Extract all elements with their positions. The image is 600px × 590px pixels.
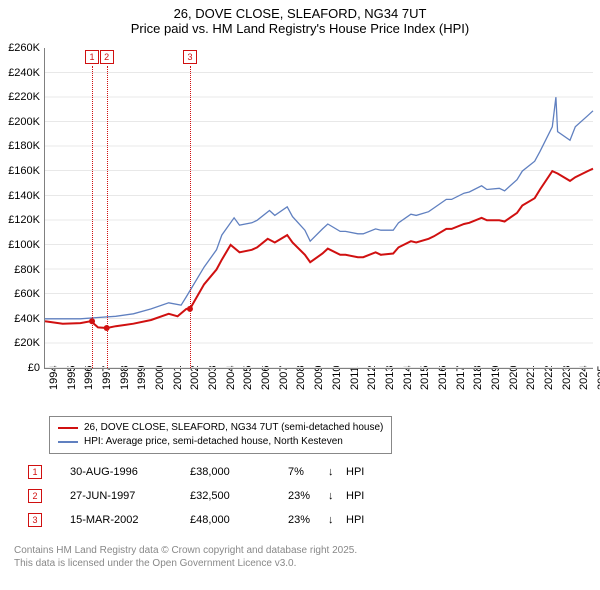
chart-plot-area: 12 3 [44, 48, 593, 369]
legend-row: HPI: Average price, semi-detached house,… [58, 435, 383, 449]
y-axis-tick-label: £120K [2, 214, 40, 226]
sale-marker-box: 3 [28, 513, 42, 527]
sale-hpi-label: HPI [346, 514, 364, 526]
legend-row: 26, DOVE CLOSE, SLEAFORD, NG34 7UT (semi… [58, 421, 383, 435]
y-axis-tick-label: £200K [2, 116, 40, 128]
sale-price: £38,000 [190, 466, 288, 478]
y-axis-tick-label: £180K [2, 140, 40, 152]
chart-line-series [45, 169, 593, 328]
sale-date: 27-JUN-1997 [70, 490, 190, 502]
marker-dotted-line [107, 66, 108, 368]
x-axis-tick-label: 2025 [596, 360, 600, 390]
legend-label: 26, DOVE CLOSE, SLEAFORD, NG34 7UT (semi… [84, 421, 383, 435]
legend-label: HPI: Average price, semi-detached house,… [84, 435, 343, 449]
title-block: 26, DOVE CLOSE, SLEAFORD, NG34 7UT Price… [0, 0, 600, 36]
legend-swatch [58, 427, 78, 429]
down-arrow-icon: ↓ [328, 466, 346, 478]
title-address: 26, DOVE CLOSE, SLEAFORD, NG34 7UT [0, 6, 600, 21]
table-row: 3 15-MAR-2002 £48,000 23% ↓ HPI [28, 508, 364, 532]
sale-price: £32,500 [190, 490, 288, 502]
sale-pct: 7% [288, 466, 328, 478]
sale-marker-box: 1 [28, 465, 42, 479]
y-axis-tick-label: £140K [2, 190, 40, 202]
footer-line1: Contains HM Land Registry data © Crown c… [14, 544, 357, 557]
table-row: 2 27-JUN-1997 £32,500 23% ↓ HPI [28, 484, 364, 508]
chart-line-series [45, 97, 593, 319]
y-axis-tick-label: £160K [2, 165, 40, 177]
title-subtitle: Price paid vs. HM Land Registry's House … [0, 21, 600, 36]
y-axis-tick-label: £240K [2, 67, 40, 79]
legend-swatch [58, 441, 78, 443]
y-axis-tick-label: £100K [2, 239, 40, 251]
marker-dotted-line [92, 66, 93, 368]
sale-pct: 23% [288, 514, 328, 526]
marker-number-box: 2 [100, 50, 114, 64]
chart-svg [45, 48, 593, 368]
marker-number-box: 1 [85, 50, 99, 64]
chart-container: 26, DOVE CLOSE, SLEAFORD, NG34 7UT Price… [0, 0, 600, 590]
sale-price: £48,000 [190, 514, 288, 526]
table-row: 1 30-AUG-1996 £38,000 7% ↓ HPI [28, 460, 364, 484]
footer-line2: This data is licensed under the Open Gov… [14, 557, 357, 570]
marker-number-box: 3 [183, 50, 197, 64]
legend-box: 26, DOVE CLOSE, SLEAFORD, NG34 7UT (semi… [49, 416, 392, 454]
sale-date: 30-AUG-1996 [70, 466, 190, 478]
sale-marker-box: 2 [28, 489, 42, 503]
sale-date: 15-MAR-2002 [70, 514, 190, 526]
down-arrow-icon: ↓ [328, 490, 346, 502]
sales-table: 1 30-AUG-1996 £38,000 7% ↓ HPI 2 27-JUN-… [28, 460, 364, 532]
footer-attribution: Contains HM Land Registry data © Crown c… [14, 544, 357, 570]
y-axis-tick-label: £0 [2, 362, 40, 374]
sale-hpi-label: HPI [346, 466, 364, 478]
y-axis-tick-label: £220K [2, 91, 40, 103]
y-axis-tick-label: £80K [2, 264, 40, 276]
sale-hpi-label: HPI [346, 490, 364, 502]
y-axis-tick-label: £20K [2, 337, 40, 349]
y-axis-tick-label: £40K [2, 313, 40, 325]
down-arrow-icon: ↓ [328, 514, 346, 526]
y-axis-tick-label: £60K [2, 288, 40, 300]
y-axis-tick-label: £260K [2, 42, 40, 54]
marker-dotted-line [190, 66, 191, 368]
sale-pct: 23% [288, 490, 328, 502]
